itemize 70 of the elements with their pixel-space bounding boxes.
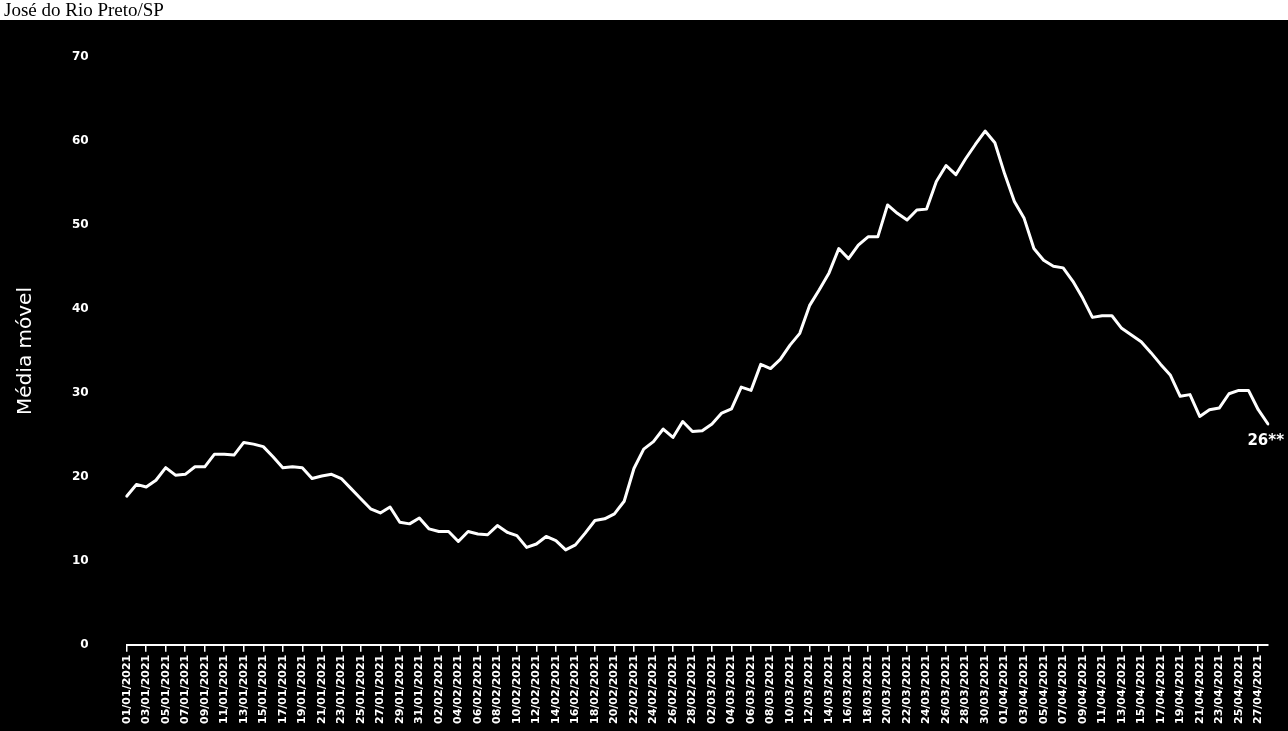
- x-tick-label: 26/02/2021: [665, 654, 679, 724]
- x-tick-label: 23/01/2021: [334, 654, 348, 724]
- x-tick-label: 10/02/2021: [509, 654, 523, 724]
- y-tick-label: 50: [72, 217, 89, 232]
- x-tick-label: 25/01/2021: [353, 654, 367, 724]
- x-tick-label: 13/01/2021: [236, 654, 250, 724]
- annotation: 26**: [1247, 431, 1285, 450]
- x-tick-label: 20/02/2021: [607, 654, 621, 724]
- x-tick-label: 31/01/2021: [412, 654, 426, 724]
- x-tick-label: 29/01/2021: [392, 654, 406, 724]
- x-tick-label: 06/03/2021: [743, 654, 757, 724]
- x-tick-label: 09/01/2021: [197, 654, 211, 724]
- y-tick-label: 0: [80, 636, 89, 651]
- x-tick-label: 07/04/2021: [1056, 654, 1070, 724]
- y-tick-label: 30: [72, 385, 89, 400]
- x-tick-label: 08/03/2021: [763, 654, 777, 724]
- x-tick-label: 11/01/2021: [217, 654, 231, 724]
- x-tick-label: 22/02/2021: [626, 654, 640, 724]
- x-tick-label: 01/04/2021: [997, 654, 1011, 724]
- x-tick-label: 18/02/2021: [587, 654, 601, 724]
- x-tick-label: 20/03/2021: [880, 654, 894, 724]
- x-tick-label: 02/02/2021: [431, 654, 445, 724]
- x-tick-label: 09/04/2021: [1075, 654, 1089, 724]
- x-tick-label: 19/04/2021: [1173, 654, 1187, 724]
- x-tick-label: 17/01/2021: [275, 654, 289, 724]
- x-tick-label: 27/01/2021: [373, 654, 387, 724]
- x-tick-label: 12/03/2021: [802, 654, 816, 724]
- y-tick-label: 40: [72, 301, 89, 316]
- x-tick-label: 16/02/2021: [568, 654, 582, 724]
- x-tick-label: 28/02/2021: [685, 654, 699, 724]
- y-tick-label: 70: [72, 49, 89, 64]
- x-tick-label: 05/01/2021: [158, 654, 172, 724]
- x-tick-label: 04/02/2021: [451, 654, 465, 724]
- x-tick-label: 15/04/2021: [1134, 654, 1148, 724]
- x-tick-label: 26/03/2021: [938, 654, 952, 724]
- x-tick-label: 21/04/2021: [1192, 654, 1206, 724]
- x-tick-label: 22/03/2021: [899, 654, 913, 724]
- x-tick-label: 13/04/2021: [1114, 654, 1128, 724]
- x-tick-label: 14/02/2021: [548, 654, 562, 724]
- x-tick-label: 18/03/2021: [860, 654, 874, 724]
- x-tick-label: 15/01/2021: [256, 654, 270, 724]
- x-tick-label: 06/02/2021: [470, 654, 484, 724]
- x-tick-label: 11/04/2021: [1095, 654, 1109, 724]
- x-tick-label: 24/02/2021: [646, 654, 660, 724]
- x-tick-label: 05/04/2021: [1036, 654, 1050, 724]
- y-tick-label: 20: [72, 468, 89, 483]
- x-tick-label: 25/04/2021: [1231, 654, 1245, 724]
- chart-title: José do Rio Preto/SP: [3, 0, 165, 20]
- x-tick-label: 23/04/2021: [1212, 654, 1226, 724]
- x-tick-label: 08/02/2021: [490, 654, 504, 724]
- x-tick-label: 17/04/2021: [1153, 654, 1167, 724]
- x-tick-label: 14/03/2021: [821, 654, 835, 724]
- y-tick-label: 60: [72, 133, 89, 148]
- x-tick-label: 30/03/2021: [977, 654, 991, 724]
- x-tick-label: 21/01/2021: [314, 654, 328, 724]
- x-tick-label: 02/03/2021: [704, 654, 718, 724]
- x-tick-label: 03/04/2021: [1016, 654, 1030, 724]
- x-tick-label: 12/02/2021: [529, 654, 543, 724]
- y-axis-title: Média móvel: [12, 287, 37, 415]
- x-tick-label: 04/03/2021: [724, 654, 738, 724]
- x-tick-label: 03/01/2021: [139, 654, 153, 724]
- x-tick-label: 01/01/2021: [119, 654, 133, 724]
- x-tick-label: 10/03/2021: [782, 654, 796, 724]
- x-tick-label: 19/01/2021: [295, 654, 309, 724]
- x-tick-label: 24/03/2021: [919, 654, 933, 724]
- x-tick-label: 27/04/2021: [1251, 654, 1265, 724]
- y-tick-label: 10: [72, 552, 89, 567]
- x-tick-label: 16/03/2021: [841, 654, 855, 724]
- x-tick-label: 07/01/2021: [178, 654, 192, 724]
- x-tick-label: 28/03/2021: [958, 654, 972, 724]
